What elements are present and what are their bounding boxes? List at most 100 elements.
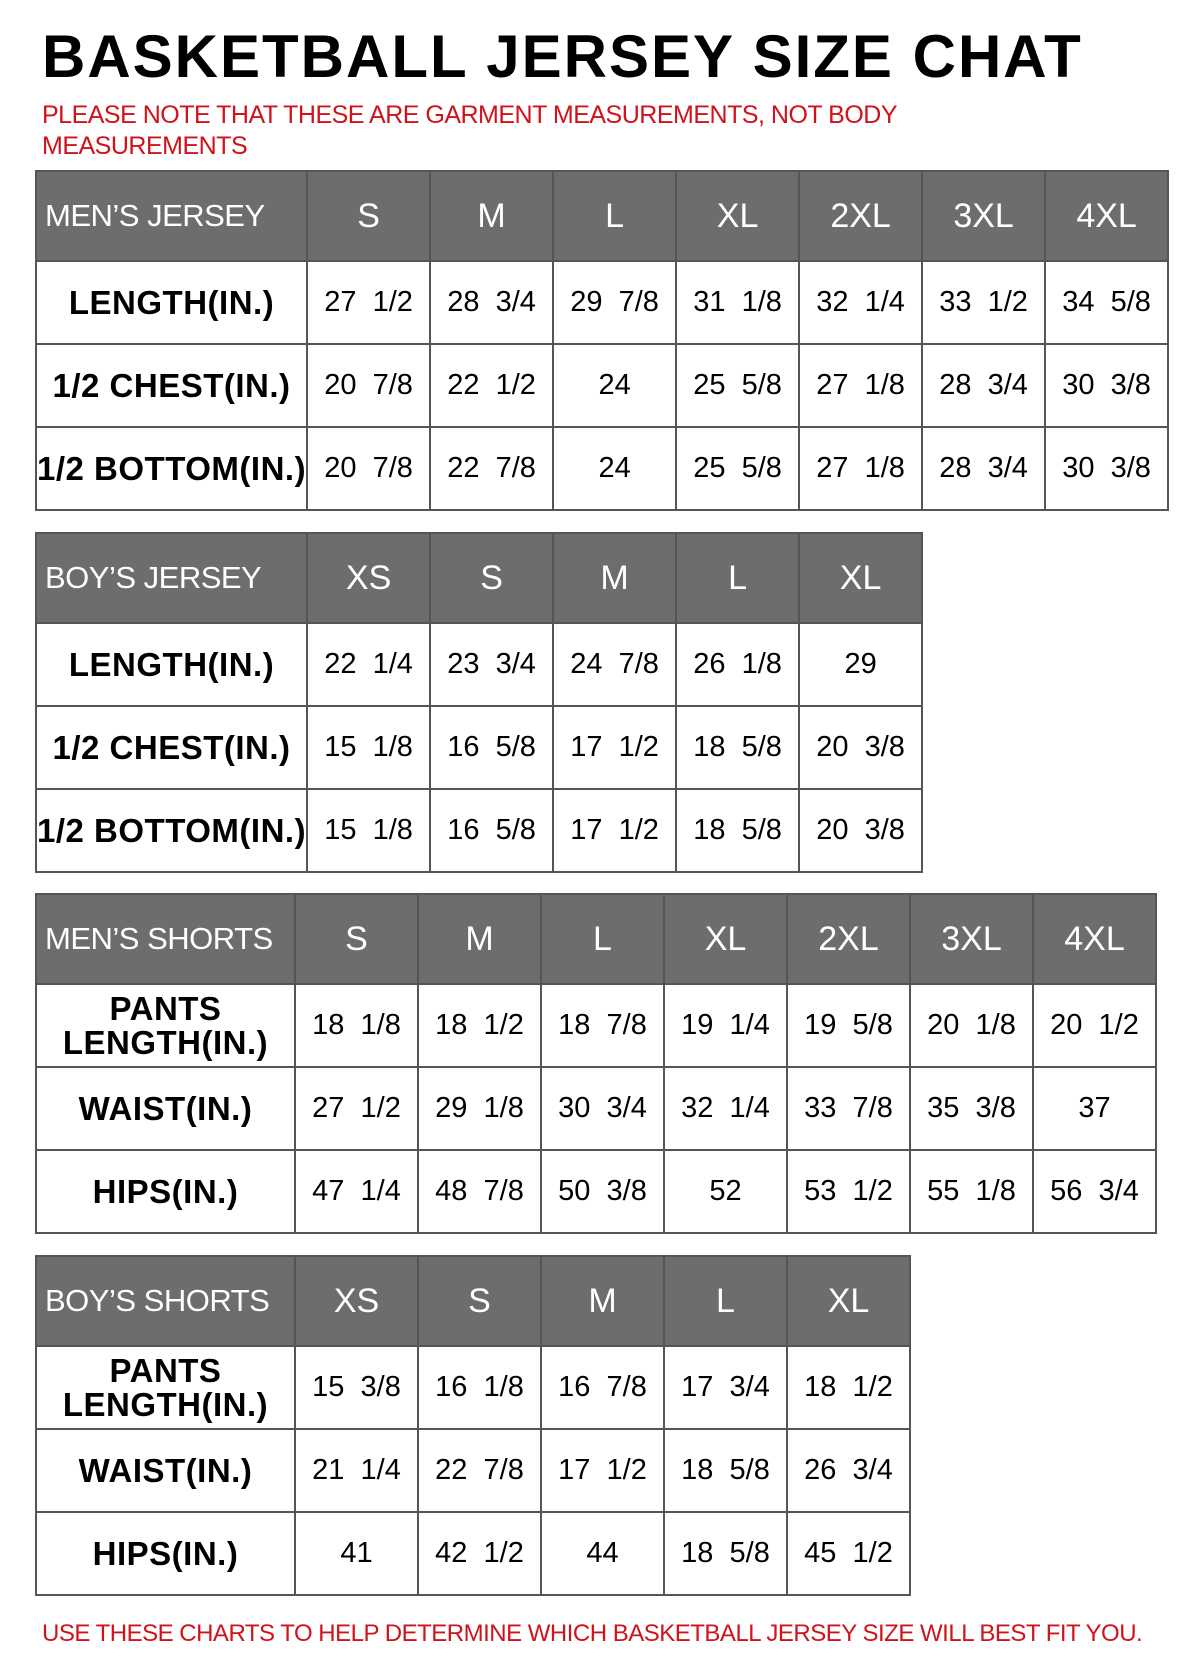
measurement-cell: 18 1/2 xyxy=(786,1345,911,1430)
table-title: BOY’S SHORTS xyxy=(35,1255,296,1347)
measurement-cell: 24 xyxy=(552,343,678,428)
measurement-cell: 47 1/4 xyxy=(294,1149,419,1234)
size-header: 3XL xyxy=(909,893,1034,985)
measurement-cell: 56 3/4 xyxy=(1032,1149,1157,1234)
measurement-cell: 20 3/8 xyxy=(798,705,924,790)
size-header: XL xyxy=(786,1255,911,1347)
measurement-cell: 22 7/8 xyxy=(429,426,555,511)
size-header: L xyxy=(675,532,801,624)
measurement-cell: 28 3/4 xyxy=(921,343,1047,428)
measurement-cell: 17 3/4 xyxy=(663,1345,788,1430)
measurement-cell: 44 xyxy=(540,1511,665,1596)
size-header: 3XL xyxy=(921,170,1047,262)
measurement-cell: 32 1/4 xyxy=(663,1066,788,1151)
measurement-cell: 16 5/8 xyxy=(429,788,555,873)
table-row: 1/2 BOTTOM(IN.) 15 1/8 16 5/8 17 1/2 18 5/8 2… xyxy=(34,788,924,873)
measurement-cell: 55 1/8 xyxy=(909,1149,1034,1234)
table-title: MEN’S SHORTS xyxy=(35,893,296,985)
row-label: WAIST(IN.) xyxy=(35,1066,296,1151)
table-title: MEN’S JERSEY xyxy=(34,170,309,262)
measurement-cell: 20 7/8 xyxy=(306,426,432,511)
size-header: S xyxy=(306,170,432,262)
measurement-cell: 25 5/8 xyxy=(675,426,801,511)
measurement-cell: 26 3/4 xyxy=(786,1428,911,1513)
measurement-cell: 45 1/2 xyxy=(786,1511,911,1596)
measurement-cell: 18 5/8 xyxy=(675,788,801,873)
row-label: HIPS(IN.) xyxy=(35,1149,296,1234)
size-header: 2XL xyxy=(786,893,911,985)
measurement-cell: 18 5/8 xyxy=(675,705,801,790)
table-header-row: MEN’S SHORTS S M L XL 2XL 3XL 4XL xyxy=(35,893,1157,985)
measurement-cell: 32 1/4 xyxy=(798,260,924,345)
measurement-cell: 29 7/8 xyxy=(552,260,678,345)
size-header: XS xyxy=(306,532,432,624)
row-label: 1/2 BOTTOM(IN.) xyxy=(34,788,309,873)
measurement-cell: 22 1/2 xyxy=(429,343,555,428)
measurement-cell: 50 3/8 xyxy=(540,1149,665,1234)
measurement-cell: 28 3/4 xyxy=(429,260,555,345)
measurement-cell: 16 1/8 xyxy=(417,1345,542,1430)
measurement-cell: 27 1/2 xyxy=(306,260,432,345)
table-title: BOY’S JERSEY xyxy=(34,532,309,624)
size-table: BOY’S SHORTS XS S M L XL PANTS LENGTH(IN.) 15 3/… xyxy=(35,1255,911,1596)
table-row: LENGTH(IN.) 27 1/2 28 3/4 29 7/8 31 1/8 32 1/… xyxy=(34,260,1170,345)
page-title: BASKETBALL JERSEY SIZE CHAT xyxy=(42,23,1083,90)
garment-note: PLEASE NOTE THAT THESE ARE GARMENT MEASU… xyxy=(42,101,897,160)
row-label: 1/2 CHEST(IN.) xyxy=(34,343,309,428)
measurement-cell: 29 1/8 xyxy=(417,1066,542,1151)
table-row: HIPS(IN.) 47 1/4 48 7/8 50 3/8 52 53 1/2 55 1/… xyxy=(35,1149,1157,1234)
measurement-cell: 42 1/2 xyxy=(417,1511,542,1596)
row-label: LENGTH(IN.) xyxy=(34,622,309,707)
measurement-cell: 33 1/2 xyxy=(921,260,1047,345)
size-header: M xyxy=(552,532,678,624)
size-header: S xyxy=(429,532,555,624)
measurement-cell: 19 5/8 xyxy=(786,983,911,1068)
measurement-cell: 20 7/8 xyxy=(306,343,432,428)
size-header: S xyxy=(417,1255,542,1347)
measurement-cell: 18 5/8 xyxy=(663,1428,788,1513)
table-row: WAIST(IN.) 21 1/4 22 7/8 17 1/2 18 5/8 26 3/4 xyxy=(35,1428,911,1513)
measurement-cell: 30 3/4 xyxy=(540,1066,665,1151)
measurement-cell: 17 1/2 xyxy=(552,788,678,873)
size-header: L xyxy=(552,170,678,262)
size-header: L xyxy=(663,1255,788,1347)
measurement-cell: 20 1/8 xyxy=(909,983,1034,1068)
table-header-row: BOY’S JERSEY XS S M L XL xyxy=(34,532,924,624)
table-row: WAIST(IN.) 27 1/2 29 1/8 30 3/4 32 1/4 33 7/8… xyxy=(35,1066,1157,1151)
row-label: PANTS LENGTH(IN.) xyxy=(35,983,296,1068)
measurement-cell: 19 1/4 xyxy=(663,983,788,1068)
measurement-cell: 48 7/8 xyxy=(417,1149,542,1234)
measurement-cell: 16 5/8 xyxy=(429,705,555,790)
measurement-cell: 18 1/2 xyxy=(417,983,542,1068)
table-row: PANTS LENGTH(IN.) 15 3/8 16 1/8 16 7/8 17 3/4… xyxy=(35,1345,911,1430)
measurement-cell: 24 7/8 xyxy=(552,622,678,707)
row-label: 1/2 BOTTOM(IN.) xyxy=(34,426,309,511)
measurement-cell: 33 7/8 xyxy=(786,1066,911,1151)
measurement-cell: 15 3/8 xyxy=(294,1345,419,1430)
measurement-cell: 18 1/8 xyxy=(294,983,419,1068)
row-label: WAIST(IN.) xyxy=(35,1428,296,1513)
measurement-cell: 22 7/8 xyxy=(417,1428,542,1513)
measurement-cell: 34 5/8 xyxy=(1044,260,1170,345)
size-header: M xyxy=(429,170,555,262)
table-header-row: BOY’S SHORTS XS S M L XL xyxy=(35,1255,911,1347)
row-label: PANTS LENGTH(IN.) xyxy=(35,1345,296,1430)
size-header: 4XL xyxy=(1044,170,1170,262)
size-header: 4XL xyxy=(1032,893,1157,985)
table-row: 1/2 BOTTOM(IN.) 20 7/8 22 7/8 24 25 5/8 27 1/… xyxy=(34,426,1170,511)
measurement-cell: 16 7/8 xyxy=(540,1345,665,1430)
size-header: L xyxy=(540,893,665,985)
size-header: XL xyxy=(663,893,788,985)
size-header: 2XL xyxy=(798,170,924,262)
measurement-cell: 26 1/8 xyxy=(675,622,801,707)
measurement-cell: 17 1/2 xyxy=(540,1428,665,1513)
table-row: 1/2 CHEST(IN.) 20 7/8 22 1/2 24 25 5/8 27 1/8… xyxy=(34,343,1170,428)
measurement-cell: 28 3/4 xyxy=(921,426,1047,511)
measurement-cell: 15 1/8 xyxy=(306,788,432,873)
size-header: S xyxy=(294,893,419,985)
measurement-cell: 18 5/8 xyxy=(663,1511,788,1596)
size-header: XL xyxy=(798,532,924,624)
measurement-cell: 31 1/8 xyxy=(675,260,801,345)
measurement-cell: 27 1/8 xyxy=(798,343,924,428)
measurement-cell: 20 3/8 xyxy=(798,788,924,873)
